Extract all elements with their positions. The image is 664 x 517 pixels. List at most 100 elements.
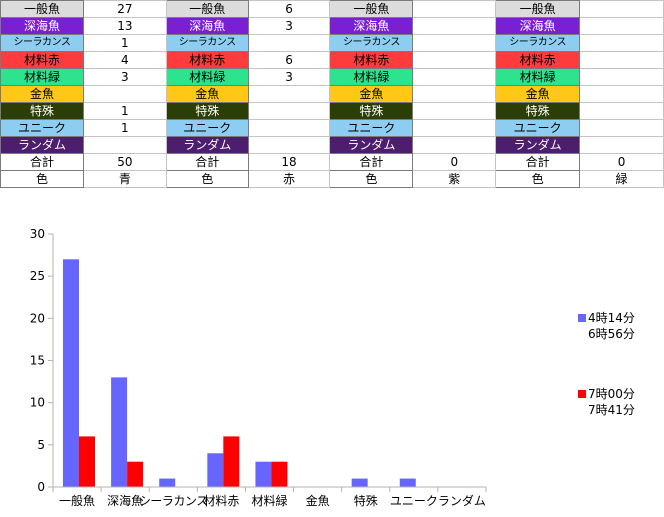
value-cell[interactable] — [412, 34, 497, 52]
row-label-cell[interactable]: 一般魚 — [165, 0, 249, 18]
value-cell[interactable] — [412, 102, 497, 120]
row-label-cell[interactable]: 深海魚 — [165, 17, 249, 35]
value-cell[interactable]: 3 — [82, 68, 167, 86]
value-cell[interactable] — [412, 17, 497, 35]
row-label-cell[interactable]: 材料緑 — [0, 68, 84, 86]
value-cell[interactable] — [579, 0, 664, 18]
value-cell[interactable] — [579, 85, 664, 103]
row-label-cell[interactable]: 深海魚 — [0, 17, 84, 35]
x-tick-label: シーラカンス — [139, 494, 208, 508]
value-cell[interactable]: 13 — [82, 17, 167, 35]
bar-blue — [159, 478, 176, 487]
value-cell[interactable] — [579, 34, 664, 52]
row-label-cell[interactable]: 材料緑 — [329, 68, 414, 86]
value-cell[interactable] — [412, 68, 497, 86]
value-cell[interactable]: 50 — [82, 153, 167, 171]
bar-chart: 0 5 10 15 20 25 30 一般魚 深海魚シーラカンス材料赤 材料緑 金魚 特殊 ユニークラ… — [30, 227, 635, 508]
row-label-cell[interactable]: 金魚 — [165, 85, 249, 103]
row-label-cell[interactable]: 特殊 — [0, 102, 84, 120]
value-cell[interactable]: 0 — [412, 153, 497, 171]
row-label-cell[interactable]: 色 — [495, 170, 581, 188]
value-cell[interactable] — [579, 102, 664, 120]
value-cell[interactable] — [579, 68, 664, 86]
row-label-cell[interactable]: ユニーク — [329, 119, 414, 137]
bar-blue — [255, 461, 272, 487]
row-label-cell[interactable]: ランダム — [329, 136, 414, 154]
row-label-cell[interactable]: ランダム — [0, 136, 84, 154]
row-label-cell[interactable]: 材料赤 — [165, 51, 249, 69]
row-label-cell[interactable]: シーラカンス — [329, 34, 414, 52]
row-label-cell[interactable]: 合計 — [165, 153, 249, 171]
table-row: ランダム ランダム ランダム ランダム — [0, 136, 664, 154]
table-row: 金魚 金魚 金魚 金魚 — [0, 85, 664, 103]
value-cell[interactable]: 4 — [82, 51, 167, 69]
value-cell[interactable]: 0 — [579, 153, 664, 171]
value-cell[interactable] — [579, 136, 664, 154]
legend-swatch — [578, 390, 586, 398]
value-cell[interactable] — [82, 136, 167, 154]
row-label-cell[interactable]: 合計 — [329, 153, 414, 171]
bar-blue — [399, 478, 416, 487]
row-label-cell[interactable]: ユニーク — [0, 119, 84, 137]
value-cell[interactable] — [579, 119, 664, 137]
row-label-cell[interactable]: 深海魚 — [495, 17, 581, 35]
value-cell[interactable] — [247, 102, 331, 120]
row-label-cell[interactable]: 金魚 — [495, 85, 581, 103]
value-cell[interactable]: 1 — [82, 119, 167, 137]
value-cell[interactable] — [579, 51, 664, 69]
value-cell[interactable] — [579, 17, 664, 35]
row-label-cell[interactable]: 一般魚 — [495, 0, 581, 18]
row-label-cell[interactable]: 一般魚 — [0, 0, 84, 18]
row-label-cell[interactable]: 材料緑 — [495, 68, 581, 86]
legend-label: 7時41分 — [588, 403, 635, 417]
row-label-cell[interactable]: ランダム — [495, 136, 581, 154]
value-cell[interactable]: 18 — [247, 153, 331, 171]
row-label-cell[interactable]: 一般魚 — [329, 0, 414, 18]
row-label-cell[interactable]: 色 — [165, 170, 249, 188]
value-cell[interactable] — [412, 136, 497, 154]
row-label-cell[interactable]: 材料緑 — [165, 68, 249, 86]
value-cell[interactable] — [247, 85, 331, 103]
row-label-cell[interactable]: ランダム — [165, 136, 249, 154]
value-cell[interactable]: 青 — [82, 170, 167, 188]
value-cell[interactable]: 3 — [247, 68, 331, 86]
value-cell[interactable] — [412, 0, 497, 18]
row-label-cell[interactable]: 金魚 — [0, 85, 84, 103]
value-cell[interactable] — [247, 119, 331, 137]
value-cell[interactable] — [412, 51, 497, 69]
row-label-cell[interactable]: 深海魚 — [329, 17, 414, 35]
legend-label: 7時00分 — [588, 387, 635, 401]
row-label-cell[interactable]: シーラカンス — [165, 34, 249, 52]
row-label-cell[interactable]: ユニーク — [165, 119, 249, 137]
value-cell[interactable] — [412, 119, 497, 137]
row-label-cell[interactable]: 合計 — [495, 153, 581, 171]
row-label-cell[interactable]: 特殊 — [329, 102, 414, 120]
row-label-cell[interactable]: ユニーク — [495, 119, 581, 137]
row-label-cell[interactable]: シーラカンス — [0, 34, 84, 52]
value-cell[interactable]: 緑 — [579, 170, 664, 188]
value-cell[interactable] — [82, 85, 167, 103]
row-label-cell[interactable]: 色 — [329, 170, 414, 188]
row-label-cell[interactable]: 特殊 — [165, 102, 249, 120]
table-row: シーラカンス 1 シーラカンス シーラカンス シーラカンス — [0, 34, 664, 52]
row-label-cell[interactable]: 金魚 — [329, 85, 414, 103]
value-cell[interactable]: 6 — [247, 51, 331, 69]
value-cell[interactable]: 3 — [247, 17, 331, 35]
value-cell[interactable]: 紫 — [412, 170, 497, 188]
x-tick-label: 一般魚 — [59, 493, 95, 508]
row-label-cell[interactable]: 合計 — [0, 153, 84, 171]
row-label-cell[interactable]: シーラカンス — [495, 34, 581, 52]
value-cell[interactable]: 6 — [247, 0, 331, 18]
row-label-cell[interactable]: 材料赤 — [495, 51, 581, 69]
value-cell[interactable] — [412, 85, 497, 103]
value-cell[interactable]: 1 — [82, 34, 167, 52]
value-cell[interactable] — [247, 34, 331, 52]
row-label-cell[interactable]: 材料赤 — [0, 51, 84, 69]
value-cell[interactable]: 1 — [82, 102, 167, 120]
row-label-cell[interactable]: 特殊 — [495, 102, 581, 120]
row-label-cell[interactable]: 色 — [0, 170, 84, 188]
value-cell[interactable]: 27 — [82, 0, 167, 18]
value-cell[interactable] — [247, 136, 331, 154]
value-cell[interactable]: 赤 — [247, 170, 331, 188]
row-label-cell[interactable]: 材料赤 — [329, 51, 414, 69]
